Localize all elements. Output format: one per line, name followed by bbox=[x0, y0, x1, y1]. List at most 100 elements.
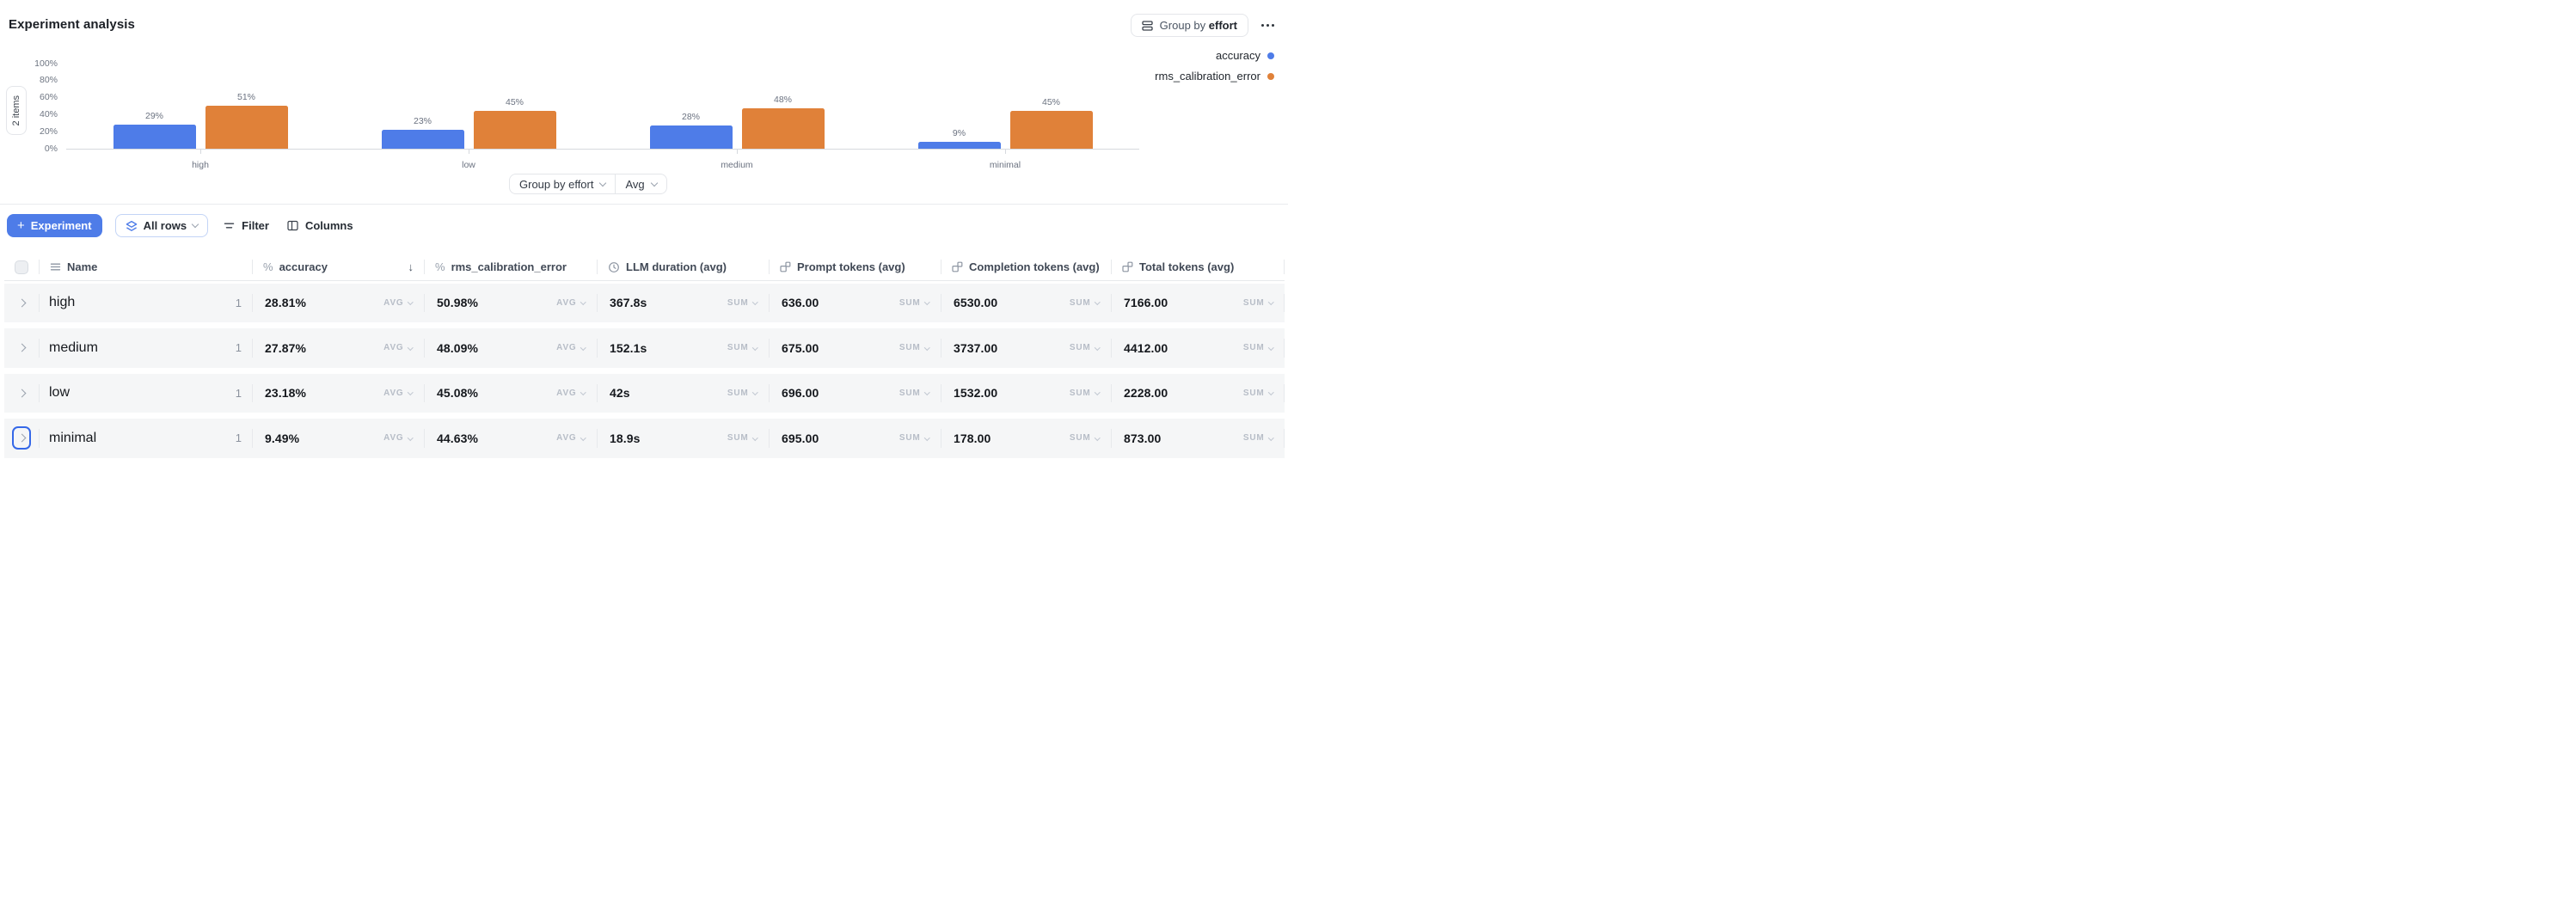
expand-row-icon[interactable] bbox=[17, 298, 26, 308]
y-tick-label: 60% bbox=[39, 92, 58, 103]
aggregation-dropdown[interactable]: SUM bbox=[727, 298, 757, 308]
aggregation-dropdown[interactable]: AVG bbox=[383, 389, 413, 398]
aggregation-dropdown[interactable]: AVG bbox=[556, 389, 586, 398]
aggregation-dropdown[interactable]: SUM bbox=[1069, 388, 1100, 398]
aggregation-dropdown[interactable]: AVG bbox=[383, 297, 413, 308]
row-name: medium bbox=[49, 340, 98, 355]
aggregation-dropdown[interactable]: SUM bbox=[1243, 343, 1273, 352]
column-header-accuracy[interactable]: % accuracy ↓ bbox=[252, 254, 424, 280]
sort-desc-icon[interactable]: ↓ bbox=[408, 260, 414, 273]
aggregation-dropdown[interactable]: SUM bbox=[1070, 298, 1100, 308]
chevron-down-icon bbox=[1267, 389, 1273, 395]
cell-value: 6530.00 bbox=[954, 296, 998, 310]
chevron-down-icon bbox=[923, 434, 929, 440]
cell-llm_duration: 152.1s SUM bbox=[597, 328, 769, 368]
cell-llm_duration: 367.8s SUM bbox=[597, 284, 769, 323]
items-count-badge[interactable]: 2 items bbox=[6, 86, 27, 135]
column-header-name[interactable]: Name bbox=[39, 254, 252, 280]
x-axis-tick bbox=[200, 149, 201, 154]
legend-item[interactable]: accuracy bbox=[1216, 49, 1274, 62]
cell-value: 48.09% bbox=[437, 340, 479, 355]
cell-value: 367.8s bbox=[610, 296, 647, 310]
aggregation-label: SUM bbox=[1242, 297, 1265, 308]
aggregation-dropdown[interactable]: SUM bbox=[727, 433, 757, 443]
y-tick-label: 0% bbox=[44, 144, 58, 154]
chart-legend: accuracy rms_calibration_error bbox=[1155, 49, 1274, 83]
row-expander-cell bbox=[4, 328, 39, 368]
bar-accuracy-minimal[interactable] bbox=[917, 141, 1001, 150]
aggregation-dropdown[interactable]: SUM bbox=[727, 343, 757, 352]
legend-item[interactable]: rms_calibration_error bbox=[1155, 70, 1274, 83]
columns-button[interactable]: Columns bbox=[285, 219, 356, 232]
menu-icon bbox=[50, 261, 61, 272]
row-expander-focus-ring[interactable] bbox=[12, 426, 31, 450]
aggregation-dropdown[interactable]: SUM bbox=[1070, 433, 1100, 443]
column-header-completion_tokens[interactable]: Completion tokens (avg) bbox=[941, 254, 1111, 280]
bar-rms_calibration_error-low[interactable] bbox=[473, 110, 556, 150]
tokens-icon bbox=[780, 261, 791, 272]
bar-accuracy-high[interactable] bbox=[113, 124, 196, 150]
percent-icon: % bbox=[263, 260, 273, 273]
legend-dot bbox=[1267, 72, 1274, 80]
table-row-medium[interactable]: medium 1 27.87% AVG 48.09% AVG 152.1s SUM 675.00… bbox=[4, 328, 1285, 368]
aggregation-dropdown[interactable]: AVG bbox=[556, 343, 586, 352]
group-by-dropdown[interactable]: Group by effort bbox=[510, 174, 615, 193]
bar-accuracy-low[interactable] bbox=[381, 129, 464, 150]
cell-value: 3737.00 bbox=[954, 340, 998, 355]
cell-accuracy: 28.81% AVG bbox=[252, 284, 424, 323]
aggregation-dropdown[interactable]: SUM bbox=[1243, 433, 1273, 443]
aggregation-dropdown[interactable]: SUM bbox=[1243, 298, 1273, 308]
row-scope-dropdown[interactable]: All rows bbox=[114, 214, 209, 237]
column-header-prompt_tokens[interactable]: Prompt tokens (avg) bbox=[769, 254, 941, 280]
aggregation-label: AVG bbox=[383, 297, 404, 308]
cell-value: 695.00 bbox=[782, 431, 819, 445]
bar-value-label: 29% bbox=[144, 110, 163, 121]
bar-rms_calibration_error-medium[interactable] bbox=[741, 107, 825, 150]
aggregation-dropdown[interactable]: AVG bbox=[556, 433, 586, 443]
aggregation-dropdown[interactable]: AVG bbox=[383, 433, 413, 443]
aggregation-dropdown[interactable]: SUM bbox=[899, 433, 929, 443]
table-row-high[interactable]: high 1 28.81% AVG 50.98% AVG 367.8s SUM 636.00 SU… bbox=[4, 283, 1285, 323]
aggregation-dropdown[interactable]: Avg bbox=[615, 174, 665, 193]
table-header-row: Name% accuracy ↓% rms_calibration_error LLM … bbox=[4, 254, 1285, 281]
tokens-icon bbox=[1122, 261, 1133, 272]
aggregation-dropdown[interactable]: AVG bbox=[383, 343, 413, 352]
aggregation-dropdown[interactable]: SUM bbox=[1070, 343, 1100, 352]
aggregation-dropdown[interactable]: AVG bbox=[556, 298, 586, 308]
table-row-low[interactable]: low 1 23.18% AVG 45.08% AVG 42s SUM 696.00 SUM 153… bbox=[4, 373, 1285, 413]
row-count: 1 bbox=[235, 341, 242, 355]
y-tick-label: 20% bbox=[39, 126, 58, 138]
chevron-down-icon bbox=[1094, 299, 1100, 305]
cell-rms_calibration_error: 50.98% AVG bbox=[424, 284, 597, 323]
aggregation-dropdown[interactable]: SUM bbox=[899, 343, 929, 352]
aggregation-dropdown[interactable]: SUM bbox=[1243, 389, 1273, 398]
aggregation-label: SUM bbox=[1069, 388, 1091, 398]
aggregation-dropdown[interactable]: SUM bbox=[899, 389, 929, 398]
expand-row-icon[interactable] bbox=[17, 389, 26, 398]
bar-accuracy-medium[interactable] bbox=[649, 125, 733, 150]
column-header-llm_duration[interactable]: LLM duration (avg) bbox=[597, 254, 769, 280]
column-header-total_tokens[interactable]: Total tokens (avg) bbox=[1111, 254, 1285, 280]
group-by-effort-button[interactable]: Group by effort bbox=[1130, 14, 1248, 37]
more-options-button[interactable] bbox=[1260, 14, 1276, 37]
chart-group-high: 29% 51% high bbox=[66, 64, 334, 170]
cell-value: 873.00 bbox=[1124, 431, 1162, 445]
aggregation-dropdown[interactable]: SUM bbox=[899, 298, 929, 308]
clock-icon bbox=[608, 261, 620, 273]
column-header-label: LLM duration (avg) bbox=[626, 260, 727, 273]
expand-row-icon[interactable] bbox=[17, 433, 26, 443]
filter-button[interactable]: Filter bbox=[221, 219, 272, 232]
column-header-rms_calibration_error[interactable]: % rms_calibration_error bbox=[424, 254, 597, 280]
row-name: low bbox=[49, 385, 71, 401]
bar-rms_calibration_error-minimal[interactable] bbox=[1009, 110, 1093, 150]
bar-rms_calibration_error-high[interactable] bbox=[205, 105, 288, 150]
select-all-checkbox[interactable] bbox=[15, 260, 28, 274]
add-experiment-button[interactable]: + Experiment bbox=[7, 214, 102, 237]
table-toolbar: + Experiment All rows Filter Columns bbox=[7, 214, 356, 237]
chevron-down-icon bbox=[580, 389, 586, 395]
table-row-minimal[interactable]: minimal 1 9.49% AVG 44.63% AVG 18.9s SUM 695.00 S… bbox=[4, 419, 1285, 458]
cell-value: 28.81% bbox=[265, 296, 307, 310]
aggregation-dropdown[interactable]: SUM bbox=[727, 389, 757, 398]
column-header-label: rms_calibration_error bbox=[451, 260, 567, 273]
expand-row-icon[interactable] bbox=[17, 343, 26, 352]
